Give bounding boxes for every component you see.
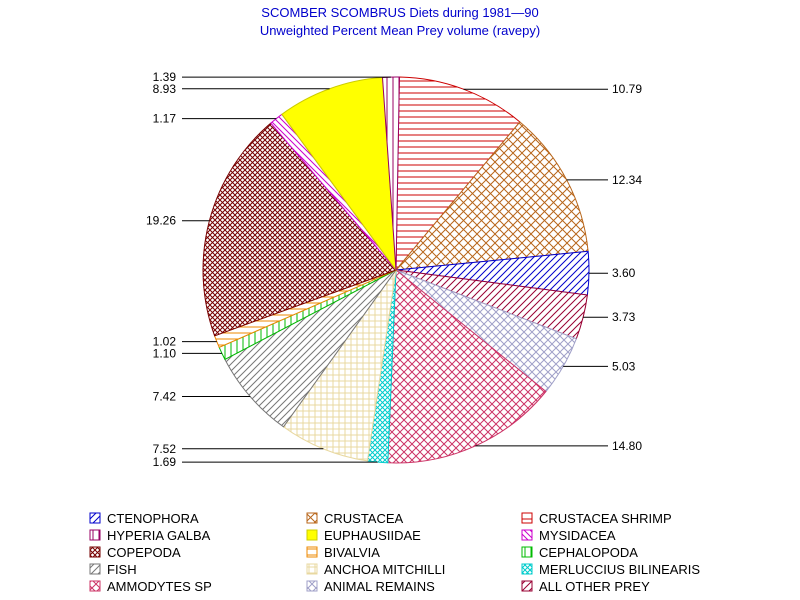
legend-label-crustacea-shrimp: CRUSTACEA SHRIMP: [539, 511, 672, 526]
legend: CTENOPHORA CRUSTACEA CRUSTACEA SHRIMP HYPER…: [89, 511, 700, 594]
legend-swatch-animal-remains: [306, 580, 318, 592]
legend-swatch-ctenophora: [89, 512, 101, 524]
legend-label-anchoa-mitchilli: ANCHOA MITCHILLI: [324, 562, 445, 577]
legend-swatch-cephalopoda: [521, 546, 533, 558]
legend-swatch-mysidacea: [521, 529, 533, 541]
value-label-animal-remains: 5.03: [612, 359, 636, 373]
legend-swatch-ammodytes-sp: [89, 580, 101, 592]
value-label-euphausiidae: 8.93: [153, 82, 177, 96]
legend-label-fish: FISH: [107, 562, 137, 577]
value-label-anchoa-mitchilli: 7.52: [153, 442, 177, 456]
legend-swatch-copepoda: [89, 546, 101, 558]
legend-swatch-fish: [89, 563, 101, 575]
value-label-cephalopoda: 1.10: [153, 346, 177, 360]
legend-label-hyperia-galba: HYPERIA GALBA: [107, 528, 211, 543]
legend-label-all-other-prey: ALL OTHER PREY: [539, 579, 650, 594]
legend-swatch-anchoa-mitchilli: [306, 563, 318, 575]
legend-label-animal-remains: ANIMAL REMAINS: [324, 579, 435, 594]
pie-slices: [202, 76, 590, 464]
legend-label-euphausiidae: EUPHAUSIIDAE: [324, 528, 421, 543]
legend-swatch-euphausiidae: [306, 529, 318, 541]
value-label-merluccius-bilinearis: 1.69: [153, 455, 177, 469]
value-label-crustacea-shrimp: 10.79: [612, 82, 642, 96]
slice-copepoda: [202, 122, 397, 337]
legend-label-cephalopoda: CEPHALOPODA: [539, 545, 638, 560]
legend-label-mysidacea: MYSIDACEA: [539, 528, 616, 543]
chart-subtitle: Unweighted Percent Mean Prey volume (rav…: [260, 23, 540, 38]
legend-swatch-bivalvia: [306, 546, 318, 558]
legend-swatch-hyperia-galba: [89, 529, 101, 541]
slice-crustacea: [394, 121, 589, 271]
legend-label-ctenophora: CTENOPHORA: [107, 511, 199, 526]
value-label-hyperia-galba: 1.39: [153, 70, 177, 84]
value-label-copepoda: 19.26: [146, 214, 176, 228]
legend-swatch-merluccius-bilinearis: [521, 563, 533, 575]
legend-swatch-crustacea: [306, 512, 318, 524]
legend-label-ammodytes-sp: AMMODYTES SP: [107, 579, 212, 594]
legend-label-bivalvia: BIVALVIA: [324, 545, 380, 560]
legend-swatch-all-other-prey: [521, 580, 533, 592]
value-label-crustacea: 12.34: [612, 173, 642, 187]
value-label-fish: 7.42: [153, 390, 177, 404]
legend-label-crustacea: CRUSTACEA: [324, 511, 404, 526]
chart-title: SCOMBER SCOMBRUS Diets during 1981—90: [261, 5, 538, 20]
legend-label-copepoda: COPEPODA: [107, 545, 181, 560]
value-label-ctenophora: 3.60: [612, 266, 636, 280]
value-label-bivalvia: 1.02: [153, 335, 177, 349]
value-label-ammodytes-sp: 14.80: [612, 439, 642, 453]
legend-swatch-crustacea-shrimp: [521, 512, 533, 524]
pie-value-labels: 10.79 12.34 3.60 3.73 5.03 14.80 1.697.52 7.42 1…: [146, 70, 642, 469]
value-label-mysidacea: 1.17: [153, 112, 177, 126]
legend-label-merluccius-bilinearis: MERLUCCIUS BILINEARIS: [539, 562, 700, 577]
value-label-all-other-prey: 3.73: [612, 310, 636, 324]
